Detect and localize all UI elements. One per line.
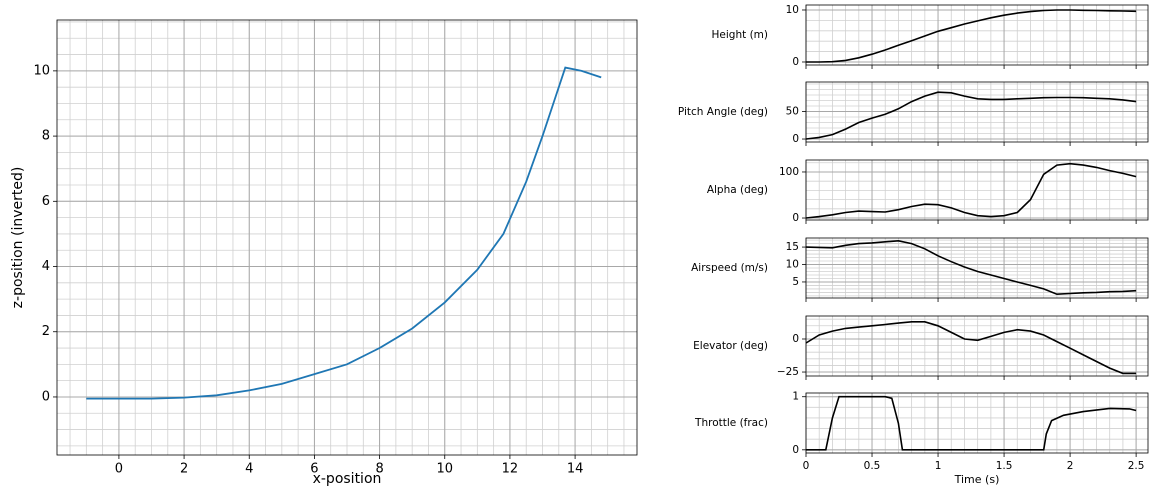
axes-frame <box>805 81 1149 143</box>
axes-frame <box>805 392 1149 454</box>
series-line <box>806 162 1137 219</box>
y-tick-label: 0 <box>792 56 799 68</box>
x-tick-label: 2 <box>1067 460 1074 472</box>
series-line <box>806 321 1137 375</box>
aircraft-wheel <box>353 366 357 370</box>
series-line <box>806 239 1137 296</box>
x-tick-label: 6 <box>310 462 318 477</box>
aircraft-wheel <box>603 83 607 87</box>
y-tick-label: 0 <box>792 212 799 224</box>
y-tick-label: 5 <box>792 276 799 288</box>
x-axis-label: x-position <box>313 471 382 487</box>
y-tick-label: 100 <box>779 166 799 178</box>
series-line <box>806 395 1137 451</box>
x-tick-label: 8 <box>375 462 383 477</box>
aircraft-wheel <box>548 130 552 134</box>
aircraft-wheel <box>484 267 489 272</box>
aircraft-wheel <box>584 76 588 80</box>
x-tick-label: 1 <box>935 460 942 472</box>
aircraft-outline <box>331 353 361 374</box>
y-tick-label: 1 <box>792 391 799 403</box>
aircraft-wheel <box>386 348 390 352</box>
aircraft-wheel <box>561 91 565 95</box>
aircraft-outline <box>364 335 394 358</box>
axes-frame <box>56 19 638 456</box>
y-tick-label: 6 <box>42 194 50 209</box>
y-tick-label: 0 <box>792 333 799 345</box>
aircraft-wheel <box>123 403 126 406</box>
aircraft-wheel <box>222 399 226 403</box>
x-axis-label: Time (s) <box>954 473 1000 486</box>
axes-frame <box>805 315 1149 377</box>
y-axis-label: Airspeed (m/s) <box>691 262 768 274</box>
aircraft-wing <box>113 400 123 401</box>
aircraft-outline <box>544 81 563 111</box>
series-line <box>86 66 602 400</box>
y-tick-label: 10 <box>33 63 50 78</box>
axes-frame <box>805 4 1149 66</box>
y-tick-label: 15 <box>786 241 799 253</box>
aircraft-wheel <box>189 402 192 405</box>
y-tick-label: 4 <box>42 259 50 274</box>
x-tick-label: 12 <box>502 462 519 477</box>
aircraft-wheel <box>320 376 324 380</box>
aircraft-wheel <box>287 386 291 390</box>
aircraft-outline <box>515 166 536 196</box>
y-tick-label: 2 <box>42 324 50 339</box>
x-tick-label: 1.5 <box>996 460 1013 472</box>
x-tick-label: 14 <box>567 462 584 477</box>
aircraft-outline <box>550 53 578 81</box>
series-line <box>806 9 1137 63</box>
series-line <box>806 91 1137 140</box>
aircraft-wheel <box>451 301 456 306</box>
x-tick-label: 0.5 <box>864 460 881 472</box>
y-tick-label: 0 <box>42 389 50 404</box>
aircraft-wheel <box>91 403 94 406</box>
y-axis-label: Pitch Angle (deg) <box>678 106 768 118</box>
y-axis-label: Height (m) <box>712 29 768 41</box>
y-axis-label: Elevator (deg) <box>693 340 768 352</box>
aircraft-wing <box>146 400 156 401</box>
y-tick-label: 0 <box>792 444 799 456</box>
aircraft-wing <box>80 400 90 401</box>
x-tick-label: 0 <box>803 460 810 472</box>
x-tick-label: 10 <box>436 462 453 477</box>
x-tick-label: 2 <box>180 462 188 477</box>
y-tick-label: 8 <box>42 129 50 144</box>
y-tick-label: −25 <box>777 366 799 378</box>
axes-frame <box>805 159 1149 221</box>
y-tick-label: 10 <box>786 259 799 271</box>
y-axis-label: Alpha (deg) <box>707 184 768 196</box>
y-axis-label: z-position (inverted) <box>10 167 26 309</box>
y-tick-label: 50 <box>786 106 799 118</box>
y-tick-label: 10 <box>786 4 799 16</box>
axes-frame <box>805 237 1149 299</box>
x-tick-label: 4 <box>245 462 253 477</box>
aircraft-wheel <box>532 176 536 180</box>
x-tick-label: 2.5 <box>1128 460 1145 472</box>
y-axis-label: Throttle (frac) <box>694 417 768 429</box>
aircraft-wheel <box>156 403 159 406</box>
x-tick-label: 0 <box>115 462 123 477</box>
y-tick-label: 0 <box>792 133 799 145</box>
